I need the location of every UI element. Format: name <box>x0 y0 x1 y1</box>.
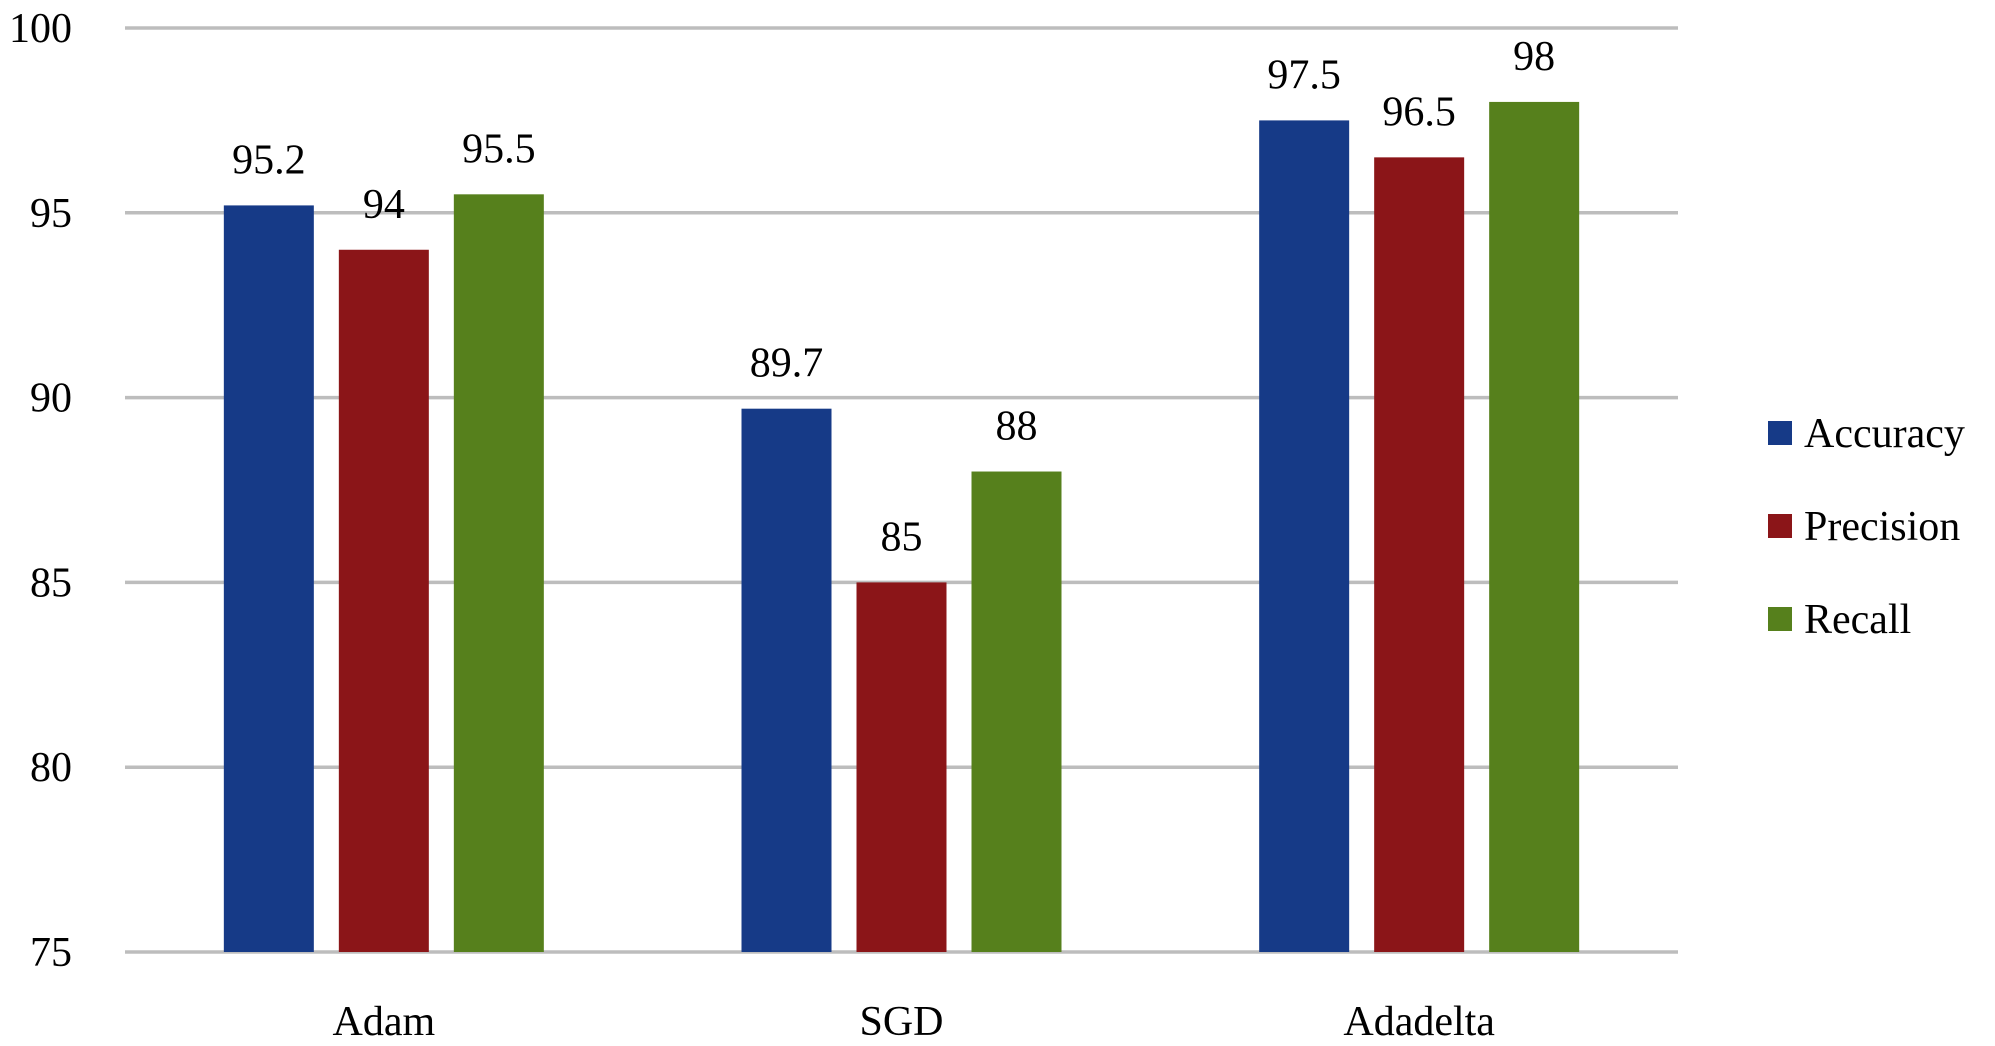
y-tick-label: 75 <box>30 930 72 976</box>
data-label: 98 <box>1513 34 1555 80</box>
data-label: 96.5 <box>1382 89 1456 135</box>
bar-accuracy-adam <box>223 205 314 952</box>
y-tick-label: 95 <box>30 191 72 237</box>
data-label: 95.2 <box>232 137 306 183</box>
bar-recall-sgd <box>971 471 1062 952</box>
bar-precision-adam <box>338 249 429 952</box>
legend-label-accuracy: Accuracy <box>1804 411 1965 457</box>
data-labels: 95.2 94 95.5 89.7 85 88 97.5 96.5 98 <box>232 34 1555 560</box>
bar-accuracy-adadelta <box>1259 120 1350 952</box>
data-label: 89.7 <box>750 341 824 387</box>
x-category-label: Adam <box>333 999 436 1045</box>
legend-swatch-accuracy <box>1768 421 1792 445</box>
x-category-label: Adadelta <box>1343 999 1495 1045</box>
y-axis-ticks: 100 95 90 85 80 75 <box>9 6 72 976</box>
data-label: 95.5 <box>462 126 536 172</box>
legend: Accuracy Precision Recall <box>1768 411 1965 643</box>
legend-label-recall: Recall <box>1804 597 1911 643</box>
data-label: 94 <box>363 182 405 228</box>
bar-recall-adadelta <box>1489 101 1580 953</box>
x-axis-categories: Adam SGD Adadelta <box>333 999 1496 1045</box>
y-tick-label: 85 <box>30 560 72 606</box>
x-category-label: SGD <box>859 999 943 1045</box>
y-tick-label: 100 <box>9 6 72 52</box>
data-label: 97.5 <box>1267 52 1341 98</box>
legend-swatch-precision <box>1768 514 1792 538</box>
legend-swatch-recall <box>1768 607 1792 631</box>
y-tick-label: 90 <box>30 376 72 422</box>
bar-precision-sgd <box>856 582 947 952</box>
data-label: 85 <box>881 514 923 560</box>
bar-accuracy-sgd <box>741 408 832 952</box>
bars <box>223 101 1580 953</box>
bar-precision-adadelta <box>1374 157 1465 953</box>
data-label: 88 <box>996 404 1038 450</box>
legend-label-precision: Precision <box>1804 504 1960 550</box>
y-tick-label: 80 <box>30 745 72 791</box>
bar-recall-adam <box>453 194 544 952</box>
